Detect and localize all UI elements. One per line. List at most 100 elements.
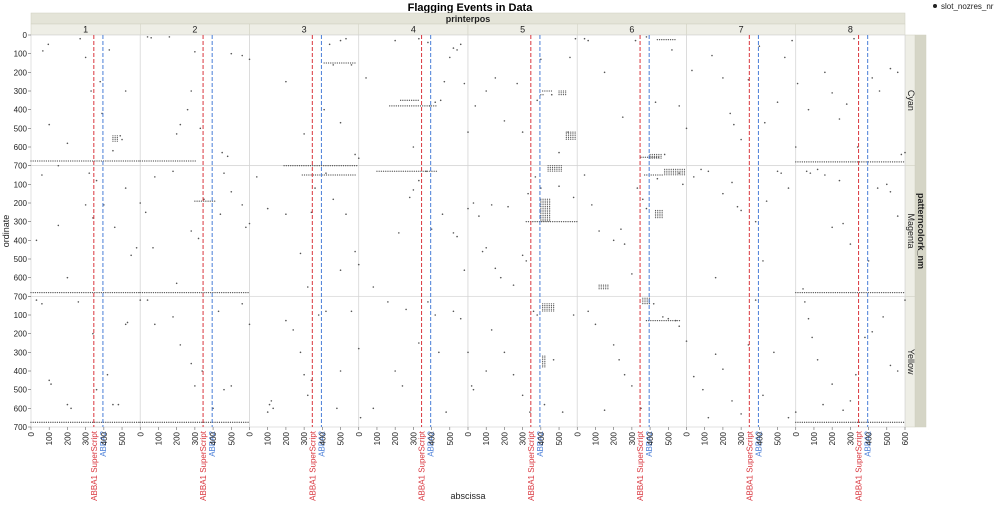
data-point (649, 153, 651, 156)
data-point (889, 421, 891, 423)
data-point (240, 291, 243, 294)
data-point (549, 211, 551, 213)
data-point (898, 291, 900, 294)
row-header-label: Yellow (906, 349, 916, 375)
data-point (659, 213, 661, 215)
data-point (98, 160, 100, 162)
panel (686, 295, 797, 428)
reference-line-label: ABBA1 SuperScript (418, 430, 427, 501)
data-point (542, 359, 544, 361)
data-point (839, 421, 841, 423)
data-point (799, 421, 801, 423)
data-point (822, 403, 824, 406)
data-point (544, 355, 546, 357)
data-point (223, 172, 225, 174)
data-point (190, 291, 192, 294)
data-point (72, 291, 74, 294)
data-point (540, 205, 542, 208)
data-point (39, 160, 41, 162)
data-point (731, 181, 733, 184)
data-point (463, 82, 466, 85)
data-point (122, 291, 125, 294)
data-point (549, 216, 551, 218)
data-point (544, 90, 546, 92)
data-point (902, 421, 905, 423)
data-point (656, 155, 658, 157)
data-point (412, 189, 415, 191)
data-point (470, 385, 473, 387)
data-point (83, 291, 85, 294)
data-point (675, 172, 677, 174)
data-point (443, 80, 446, 83)
data-point (553, 305, 555, 307)
data-point (419, 105, 422, 107)
data-point (183, 160, 185, 162)
data-point (141, 421, 144, 423)
data-point (338, 165, 340, 167)
data-point (345, 174, 347, 176)
data-point (670, 172, 672, 174)
data-point (467, 131, 469, 133)
data-point (150, 291, 152, 294)
data-point (272, 407, 274, 410)
data-point (292, 329, 295, 331)
x-tick-label: 200 (719, 431, 728, 445)
data-point (175, 282, 178, 285)
data-point (532, 310, 535, 313)
data-point (850, 161, 852, 163)
data-point (659, 215, 661, 217)
data-point (325, 62, 328, 64)
data-point (98, 421, 100, 423)
data-point (808, 421, 810, 423)
data-point (658, 155, 660, 157)
data-point (865, 421, 867, 423)
data-point (354, 174, 356, 176)
data-point (810, 421, 812, 423)
data-point (570, 135, 572, 137)
data-point (657, 215, 659, 217)
x-tick-label: 400 (209, 431, 218, 445)
data-point (138, 421, 140, 423)
data-point (349, 62, 352, 64)
data-point (843, 421, 845, 423)
data-point (78, 160, 81, 162)
data-point (84, 204, 87, 206)
data-point (668, 168, 670, 171)
data-point (691, 69, 693, 72)
data-point (234, 291, 236, 294)
data-point (385, 170, 387, 172)
data-point (834, 421, 836, 423)
panel (358, 295, 469, 428)
data-point (112, 138, 114, 141)
data-point (85, 291, 87, 294)
data-point (659, 217, 661, 219)
data-point (87, 160, 89, 162)
data-point (885, 421, 887, 423)
x-tick-label: 300 (82, 431, 91, 445)
data-point (887, 291, 889, 294)
data-point (819, 291, 821, 294)
data-point (542, 214, 544, 217)
data-point (869, 421, 872, 423)
data-point (896, 71, 899, 74)
data-point (83, 160, 85, 162)
data-point (562, 92, 565, 94)
data-point (794, 411, 797, 413)
data-point (542, 366, 544, 368)
data-point (395, 105, 397, 107)
data-point (391, 170, 394, 172)
data-point (565, 90, 567, 92)
data-point (39, 421, 41, 423)
panel (686, 34, 797, 167)
data-point (105, 421, 107, 423)
data-point (542, 364, 544, 366)
data-point (185, 291, 188, 294)
data-point (863, 291, 865, 294)
data-point (339, 39, 342, 42)
data-point (312, 174, 314, 176)
data-point (565, 221, 567, 223)
column-header-label: 4 (411, 25, 416, 35)
data-point (878, 161, 880, 163)
data-point (319, 174, 321, 176)
data-point (668, 170, 670, 172)
